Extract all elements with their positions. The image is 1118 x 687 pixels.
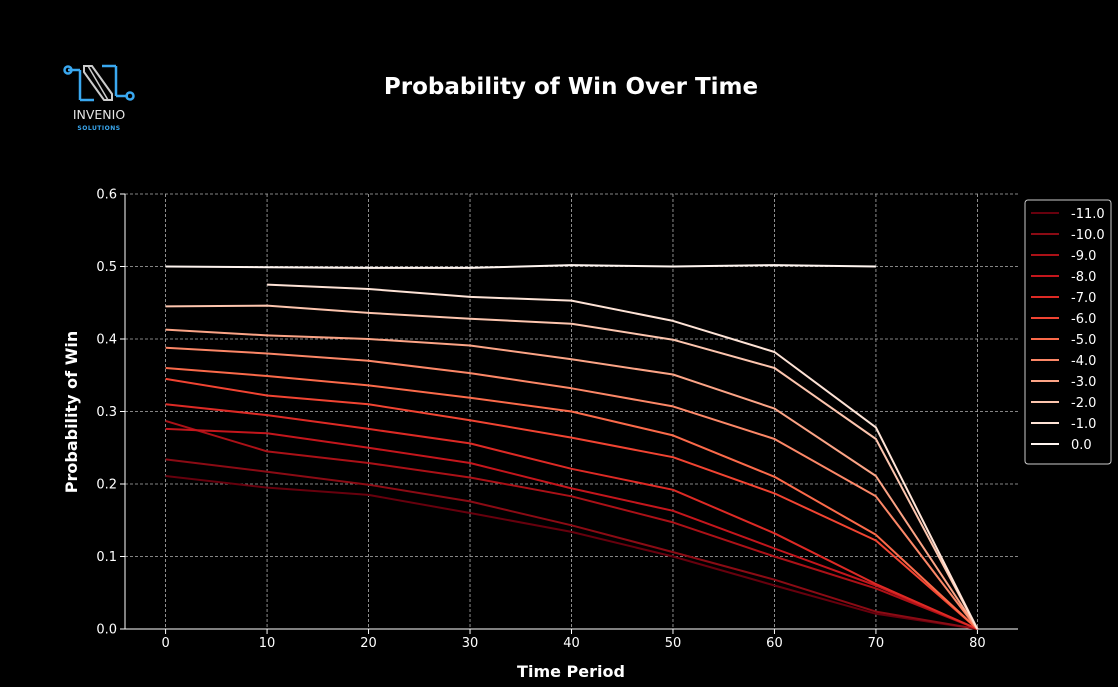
legend-label: 0.0 (1071, 438, 1092, 453)
legend-box (1024, 199, 1112, 465)
series-line-5 (165, 377, 979, 630)
x-tick-label: 80 (969, 636, 986, 651)
series-line-4 (165, 403, 978, 630)
x-tick-label: 0 (161, 636, 169, 651)
logo-mark-icon (63, 64, 135, 102)
y-axis-label: Probability of Win (62, 331, 81, 493)
legend-label: -7.0 (1071, 291, 1096, 306)
series-line-3 (165, 427, 978, 630)
chart-title: Probability of Win Over Time (384, 74, 758, 100)
legend-label: -5.0 (1071, 333, 1096, 348)
series-line-6 (165, 367, 979, 630)
x-tick-label: 30 (462, 636, 479, 651)
x-tick-label: 40 (563, 636, 580, 651)
legend-label: -11.0 (1071, 207, 1105, 222)
y-tick-label: 0.5 (96, 260, 117, 275)
legend-label: -1.0 (1071, 417, 1096, 432)
x-tick-label: 60 (766, 636, 783, 651)
legend: -11.0 -10.0 -9.0 -8.0 -7.0 -6.0 -5.0 -4.0 -3.0 -2… (1024, 199, 1112, 465)
logo-name: INVENIO (73, 107, 126, 122)
series-lines (165, 264, 979, 630)
x-axis-label: Time Period (517, 662, 625, 681)
y-axis-ticks: 0.0 0.1 0.2 0.3 0.4 0.5 0.6 (96, 188, 125, 638)
x-tick-label: 70 (868, 636, 885, 651)
y-tick-label: 0.0 (96, 623, 117, 638)
series-line-7 (165, 346, 979, 630)
series-line-2 (165, 419, 978, 630)
series-line-10 (267, 283, 979, 630)
y-tick-label: 0.6 (96, 188, 117, 203)
x-tick-label: 50 (665, 636, 682, 651)
series-line-8 (165, 328, 979, 630)
y-tick-label: 0.1 (96, 550, 117, 565)
logo-tagline: SOLUTIONS (77, 125, 120, 132)
x-tick-label: 20 (360, 636, 377, 651)
y-tick-label: 0.2 (96, 478, 117, 493)
legend-label: -9.0 (1071, 249, 1096, 264)
y-tick-label: 0.4 (96, 333, 117, 348)
legend-label: -2.0 (1071, 396, 1096, 411)
y-tick-label: 0.3 (96, 405, 117, 420)
legend-label: -3.0 (1071, 375, 1096, 390)
series-line-0 (165, 475, 978, 630)
legend-label: -6.0 (1071, 312, 1096, 327)
legend-label: -8.0 (1071, 270, 1096, 285)
series-line-9 (165, 304, 979, 630)
x-tick-label: 10 (259, 636, 276, 651)
x-axis-ticks: 0 10 20 30 40 50 60 70 80 (161, 629, 986, 651)
invenio-logo: INVENIO SOLUTIONS (63, 64, 135, 132)
series-line-1 (165, 458, 978, 630)
legend-label: -10.0 (1071, 228, 1105, 243)
series-line-11 (165, 264, 876, 269)
legend-label: -4.0 (1071, 354, 1096, 369)
